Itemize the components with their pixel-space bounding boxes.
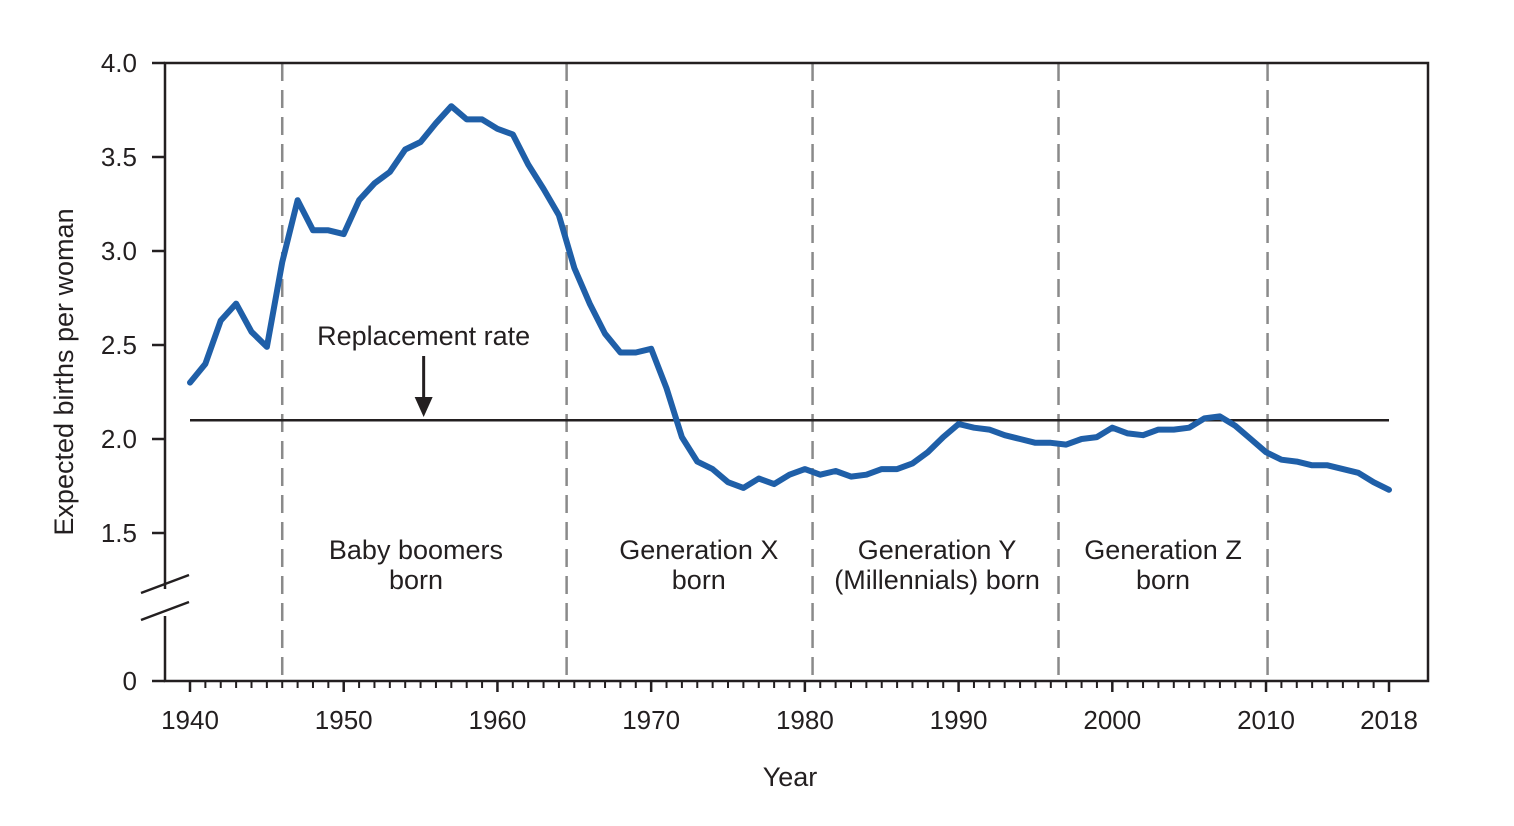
y-tick-label: 4.0 <box>101 48 137 78</box>
generation-label-line: (Millennials) born <box>834 565 1040 595</box>
generation-label-line: born <box>389 565 443 595</box>
y-axis: 0 1.5 2.0 2.5 3.0 3.5 4.0 <box>101 48 165 696</box>
generation-label-line: Baby boomers <box>329 535 503 565</box>
generation-label-1: Baby boomers born <box>329 535 503 595</box>
generation-label-3: Generation Y (Millennials) born <box>834 535 1040 595</box>
x-tick-label: 1940 <box>161 705 219 735</box>
x-tick-label: 2010 <box>1237 705 1295 735</box>
generation-boundaries <box>280 63 1269 681</box>
replacement-rate-label: Replacement rate <box>317 321 530 351</box>
y-tick-label: 3.5 <box>101 142 137 172</box>
replacement-rate: Replacement rate <box>190 321 1389 422</box>
generation-label-line: Generation X <box>619 535 778 565</box>
generation-label-line: Generation Z <box>1084 535 1242 565</box>
axis-break-slash-lower <box>140 600 190 622</box>
axis-break-slash-upper <box>140 573 190 595</box>
y-tick-label: 2.5 <box>101 330 137 360</box>
x-axis: 1940 1950 1960 1970 1980 1990 2000 2010 2018 <box>161 681 1418 735</box>
x-tick-label: 1950 <box>315 705 373 735</box>
x-tick-label: 2000 <box>1083 705 1141 735</box>
y-tick-label: 0 <box>123 666 137 696</box>
x-tick-label: 1960 <box>469 705 527 735</box>
y-tick-label: 2.0 <box>101 424 137 454</box>
y-tick-label: 1.5 <box>101 518 137 548</box>
axis-break <box>140 573 190 622</box>
y-axis-title: Expected births per woman <box>49 208 79 535</box>
generation-label-line: born <box>1136 565 1190 595</box>
x-tick-label: 2018 <box>1360 705 1418 735</box>
series-line <box>187 103 1392 493</box>
x-axis-title: Year <box>763 762 818 792</box>
x-tick-label: 1970 <box>622 705 680 735</box>
x-tick-label: 1980 <box>776 705 834 735</box>
y-tick-label: 3.0 <box>101 236 137 266</box>
replacement-rate-arrow-head <box>414 397 433 417</box>
x-tick-label: 1990 <box>930 705 988 735</box>
generation-label-line: born <box>672 565 726 595</box>
plot-frame <box>163 61 1430 683</box>
generation-label-line: Generation Y <box>858 535 1017 565</box>
